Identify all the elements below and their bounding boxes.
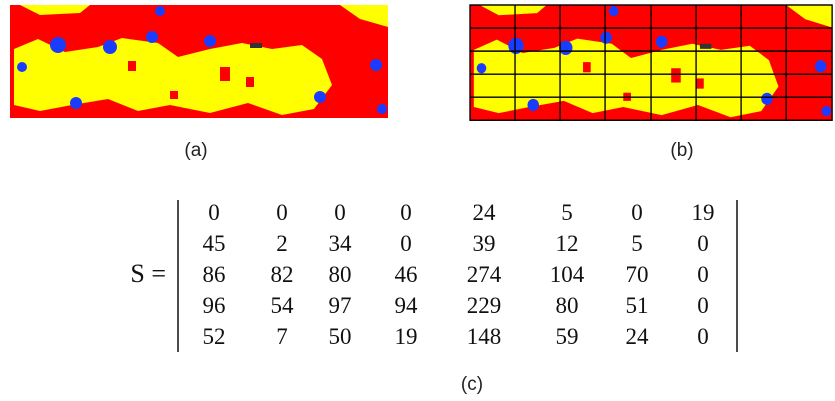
- matrix-cell: 94: [395, 293, 419, 318]
- matrix-cell: 0: [334, 200, 346, 225]
- caption: (c): [461, 374, 483, 395]
- matrix-cell: 19: [692, 200, 715, 225]
- matrix-cell: 12: [556, 231, 579, 256]
- matrix-cell: 82: [271, 262, 294, 287]
- matrix-cell: 46: [395, 262, 418, 287]
- matrix-cell: 45: [203, 231, 226, 256]
- matrix-cell: 97: [329, 293, 352, 318]
- image-a: [10, 5, 388, 118]
- matrix-cell: 54: [271, 293, 295, 318]
- matrix-cell: 0: [697, 231, 709, 256]
- matrix-cell: 0: [208, 200, 220, 225]
- matrix-cell: 0: [631, 200, 643, 225]
- matrix-cell: 70: [626, 262, 649, 287]
- matrix-cell: 0: [697, 293, 709, 318]
- matrix-cell: 59: [556, 324, 579, 349]
- matrix-cell: 24: [473, 200, 497, 225]
- matrix-cell: 86: [203, 262, 226, 287]
- matrix-cell: 148: [467, 324, 502, 349]
- matrix-cell: 0: [400, 200, 412, 225]
- caption: (b): [670, 140, 693, 161]
- matrix-cell: 50: [329, 324, 352, 349]
- figure: (a) (b) S = (c) 000024501945234039125086…: [0, 0, 835, 401]
- matrix-cell: 51: [626, 293, 649, 318]
- matrix-cell: 0: [697, 324, 709, 349]
- matrix-cell: 19: [395, 324, 418, 349]
- matrix-cell: 0: [276, 200, 288, 225]
- matrix-cell: 274: [467, 262, 502, 287]
- matrix-cell: 5: [631, 231, 643, 256]
- matrix-cell: 0: [400, 231, 412, 256]
- matrix-lhs: S =: [130, 259, 166, 288]
- matrix-cell: 24: [626, 324, 650, 349]
- caption: (a): [184, 140, 207, 161]
- matrix-cell: 52: [203, 324, 226, 349]
- matrix-cell: 7: [276, 324, 288, 349]
- matrix-cell: 5: [561, 200, 573, 225]
- image-b: [470, 5, 832, 120]
- matrix-cell: 0: [697, 262, 709, 287]
- matrix-cell: 80: [556, 293, 579, 318]
- matrix-cell: 104: [550, 262, 585, 287]
- matrix-cell: 229: [467, 293, 502, 318]
- matrix-cell: 34: [329, 231, 353, 256]
- matrix-cell: 96: [203, 293, 226, 318]
- matrix-cell: 2: [276, 231, 288, 256]
- matrix-cell: 39: [473, 231, 496, 256]
- matrix-cell: 80: [329, 262, 352, 287]
